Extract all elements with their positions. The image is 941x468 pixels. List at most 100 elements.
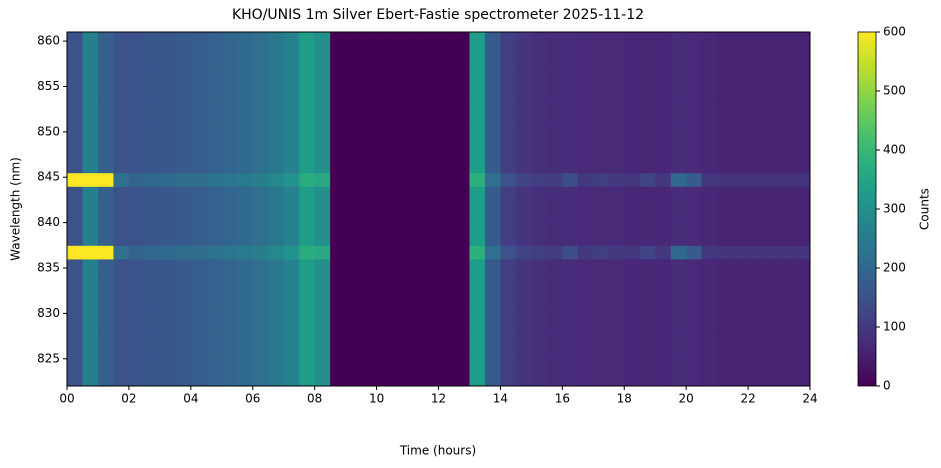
heatmap-cell [655,331,672,360]
heatmap-cell [655,150,672,174]
heatmap-cell [299,277,316,305]
heatmap-cell [330,186,347,196]
heatmap-cell [159,122,176,151]
heatmap-cell [252,222,269,246]
heatmap-cell [639,304,656,333]
heatmap-cell [763,122,780,151]
heatmap-cell [330,32,347,69]
heatmap-cell [546,358,563,387]
heatmap-cell [438,331,455,360]
heatmap-cell [206,222,223,246]
heatmap-cell [748,122,765,151]
heatmap-cell [252,195,269,224]
heatmap-cell [423,331,439,360]
heatmap-cell [608,222,625,246]
heatmap-cell [299,222,316,246]
heatmap-cell [407,195,424,224]
heatmap-cell [221,222,238,246]
heatmap-cell [423,32,439,69]
heatmap-cell [82,304,99,333]
heatmap-cell [97,222,114,246]
heatmap-cell [515,358,532,387]
heatmap-cell [221,150,238,174]
heatmap-cell [438,258,455,278]
heatmap-cell [206,122,223,151]
heatmap-cell [577,122,594,151]
heatmap-cell [206,258,223,278]
heatmap-cell [268,150,285,174]
heatmap-cell [500,358,517,387]
heatmap-cell [562,304,579,333]
heatmap-cell [97,95,114,124]
heatmap-cell [82,186,99,196]
heatmap-cell [655,304,672,333]
heatmap-cell [670,245,687,260]
heatmap-cell [407,95,424,124]
heatmap-cell [283,331,300,360]
heatmap-cell [686,222,703,246]
heatmap-cell [531,358,548,387]
heatmap-cell [330,258,347,278]
heatmap-cell [453,245,470,260]
heatmap-cell [423,172,439,187]
heatmap-cell [376,32,393,69]
heatmap-cell [190,150,207,174]
heatmap-cell [639,172,656,187]
heatmap-cell [763,68,780,97]
x-tick-label: 00 [59,392,74,406]
heatmap-cell [67,122,83,151]
heatmap-cell [237,32,254,69]
heatmap-cell [562,195,579,224]
heatmap-cell [484,304,501,333]
heatmap-cell [624,172,641,187]
heatmap-cell [670,304,687,333]
heatmap-cell [484,245,501,260]
heatmap-cell [268,122,285,151]
heatmap-cell [361,304,378,333]
heatmap-cell [113,245,130,260]
heatmap-cell [175,186,192,196]
heatmap-cell [376,68,393,97]
heatmap-cell [686,195,703,224]
heatmap-cell [299,331,316,360]
heatmap-cell [97,331,114,360]
heatmap-cell [500,172,517,187]
heatmap-cell [67,32,83,69]
heatmap-cell [763,258,780,278]
heatmap-cell [221,122,238,151]
colorbar-tick-label: 500 [883,84,906,98]
heatmap-cell [562,258,579,278]
heatmap-cell [577,304,594,333]
heatmap-cell [593,358,610,387]
heatmap-cell [562,150,579,174]
heatmap-cell [624,95,641,124]
heatmap-cell [608,122,625,151]
heatmap-cell [577,331,594,360]
heatmap-cell [376,95,393,124]
heatmap-cell [593,122,610,151]
heatmap-cell [330,172,347,187]
heatmap-cell [686,245,703,260]
heatmap-cell [392,150,409,174]
heatmap-cell [190,245,207,260]
heatmap-cell [237,68,254,97]
heatmap-cell [717,186,734,196]
y-tick-label: 860 [37,34,60,48]
heatmap-cell [639,32,656,69]
heatmap-cell [701,186,718,196]
heatmap-cell [484,172,501,187]
heatmap-cell [128,258,145,278]
heatmap-cell [717,32,734,69]
heatmap-cell [748,277,765,305]
heatmap-cell [748,68,765,97]
colorbar-tick-label: 200 [883,261,906,275]
heatmap-cell [361,32,378,69]
heatmap-cell [438,277,455,305]
heatmap-cell [190,186,207,196]
heatmap-cell [159,245,176,260]
heatmap-cell [438,358,455,387]
heatmap-cell [686,258,703,278]
heatmap-cell [577,95,594,124]
heatmap-cell [252,331,269,360]
heatmap-cell [701,331,718,360]
